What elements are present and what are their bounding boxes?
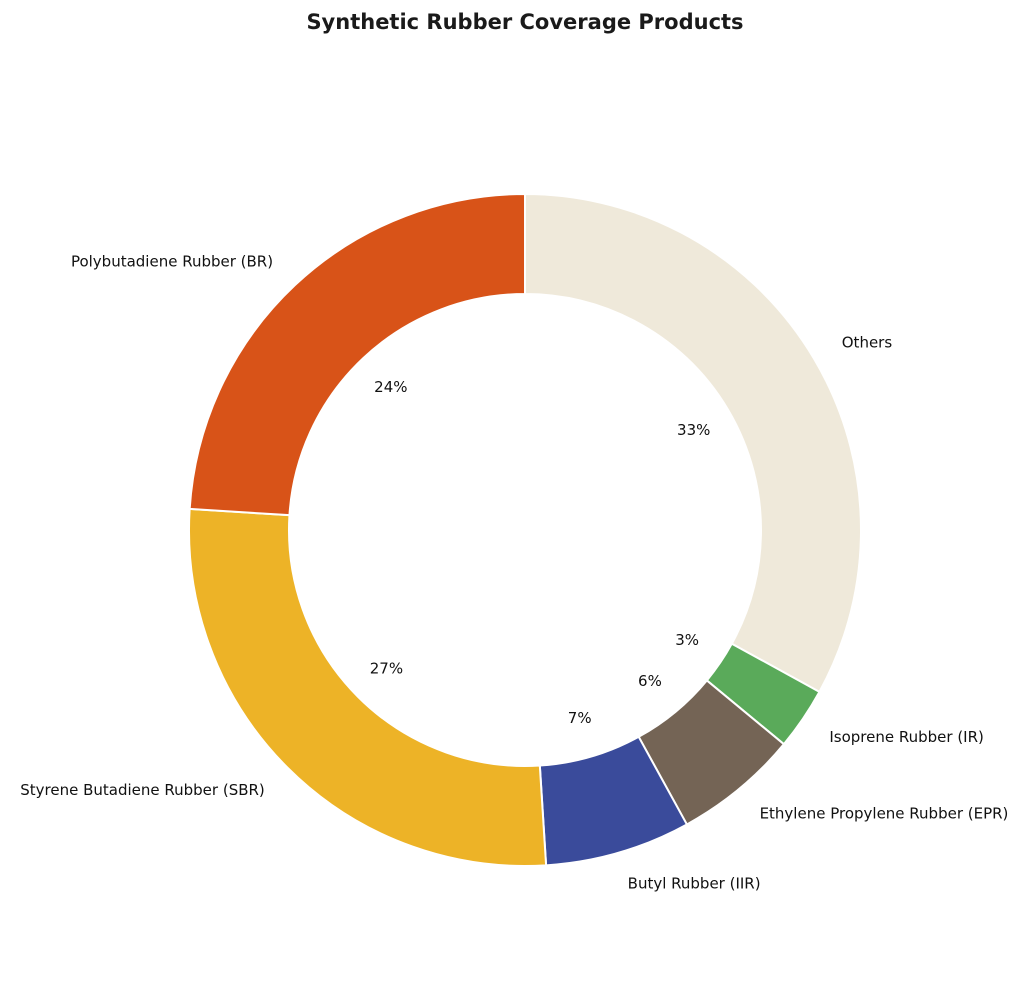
slice-label-styrene-butadiene-rubber-sbr: Styrene Butadiene Rubber (SBR) <box>20 781 265 799</box>
slice-label-isoprene-rubber-ir: Isoprene Rubber (IR) <box>829 728 984 746</box>
percent-labels: 33% 3% 6% 7% 27% 24% <box>370 378 711 727</box>
pct-label-styrene-butadiene-rubber-sbr: 27% <box>370 660 403 678</box>
slice-polybutadiene-rubber-br <box>188 192 526 517</box>
slice-styrene-butadiene-rubber-sbr <box>188 507 548 867</box>
slice-label-polybutadiene-rubber-br: Polybutadiene Rubber (BR) <box>71 253 273 271</box>
slice-label-butyl-rubber-iir: Butyl Rubber (IIR) <box>628 874 761 892</box>
pct-label-isoprene-rubber-ir: 3% <box>675 631 699 649</box>
slice-labels: Others Isoprene Rubber (IR) Ethylene Propy… <box>20 253 1008 893</box>
donut-slices <box>188 192 862 867</box>
pct-label-others: 33% <box>677 421 710 439</box>
slice-others <box>524 192 862 694</box>
pct-label-polybutadiene-rubber-br: 24% <box>374 378 407 396</box>
slice-label-ethylene-propylene-rubber-epr: Ethylene Propylene Rubber (EPR) <box>760 805 1009 823</box>
slice-label-others: Others <box>842 334 893 352</box>
pct-label-butyl-rubber-iir: 7% <box>568 709 592 727</box>
chart-title: Synthetic Rubber Coverage Products <box>306 10 743 34</box>
pct-label-ethylene-propylene-rubber-epr: 6% <box>638 672 662 690</box>
